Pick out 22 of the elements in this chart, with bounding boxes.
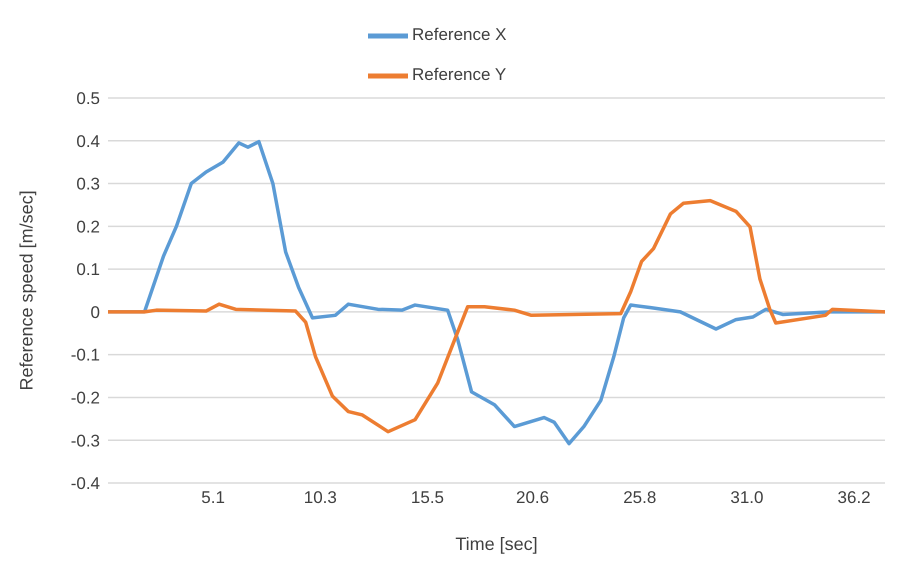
y-tick-label: 0.2 <box>76 217 100 236</box>
x-tick-label: 5.1 <box>201 488 225 508</box>
legend-label: Reference Y <box>412 65 506 84</box>
y-axis-title: Reference speed [m/sec] <box>16 190 36 390</box>
y-tick-label: -0.1 <box>70 346 100 365</box>
x-axis-title: Time [sec] <box>455 534 538 554</box>
line-series <box>108 198 885 434</box>
x-tick-label: 25.8 <box>623 488 656 508</box>
y-tick-label: 0.4 <box>76 132 100 151</box>
x-tick-label: 10.3 <box>304 488 337 508</box>
legend-label: Reference X <box>412 25 506 44</box>
x-tick-label: 31.0 <box>730 488 764 508</box>
y-tick-label: 0.1 <box>76 260 100 280</box>
y-tick-label: 0 <box>90 302 100 322</box>
x-tick-label: 15.5 <box>410 488 444 508</box>
x-tick-label: 36.2 <box>838 488 871 508</box>
y-tick-label: 0.5 <box>76 89 100 108</box>
x-tick-label: 20.6 <box>516 488 550 508</box>
y-tick-label: -0.2 <box>70 388 100 408</box>
y-tick-label: -0.3 <box>70 431 100 450</box>
y-tick-label: 0.3 <box>76 174 100 194</box>
y-tick-label: -0.4 <box>70 474 100 494</box>
